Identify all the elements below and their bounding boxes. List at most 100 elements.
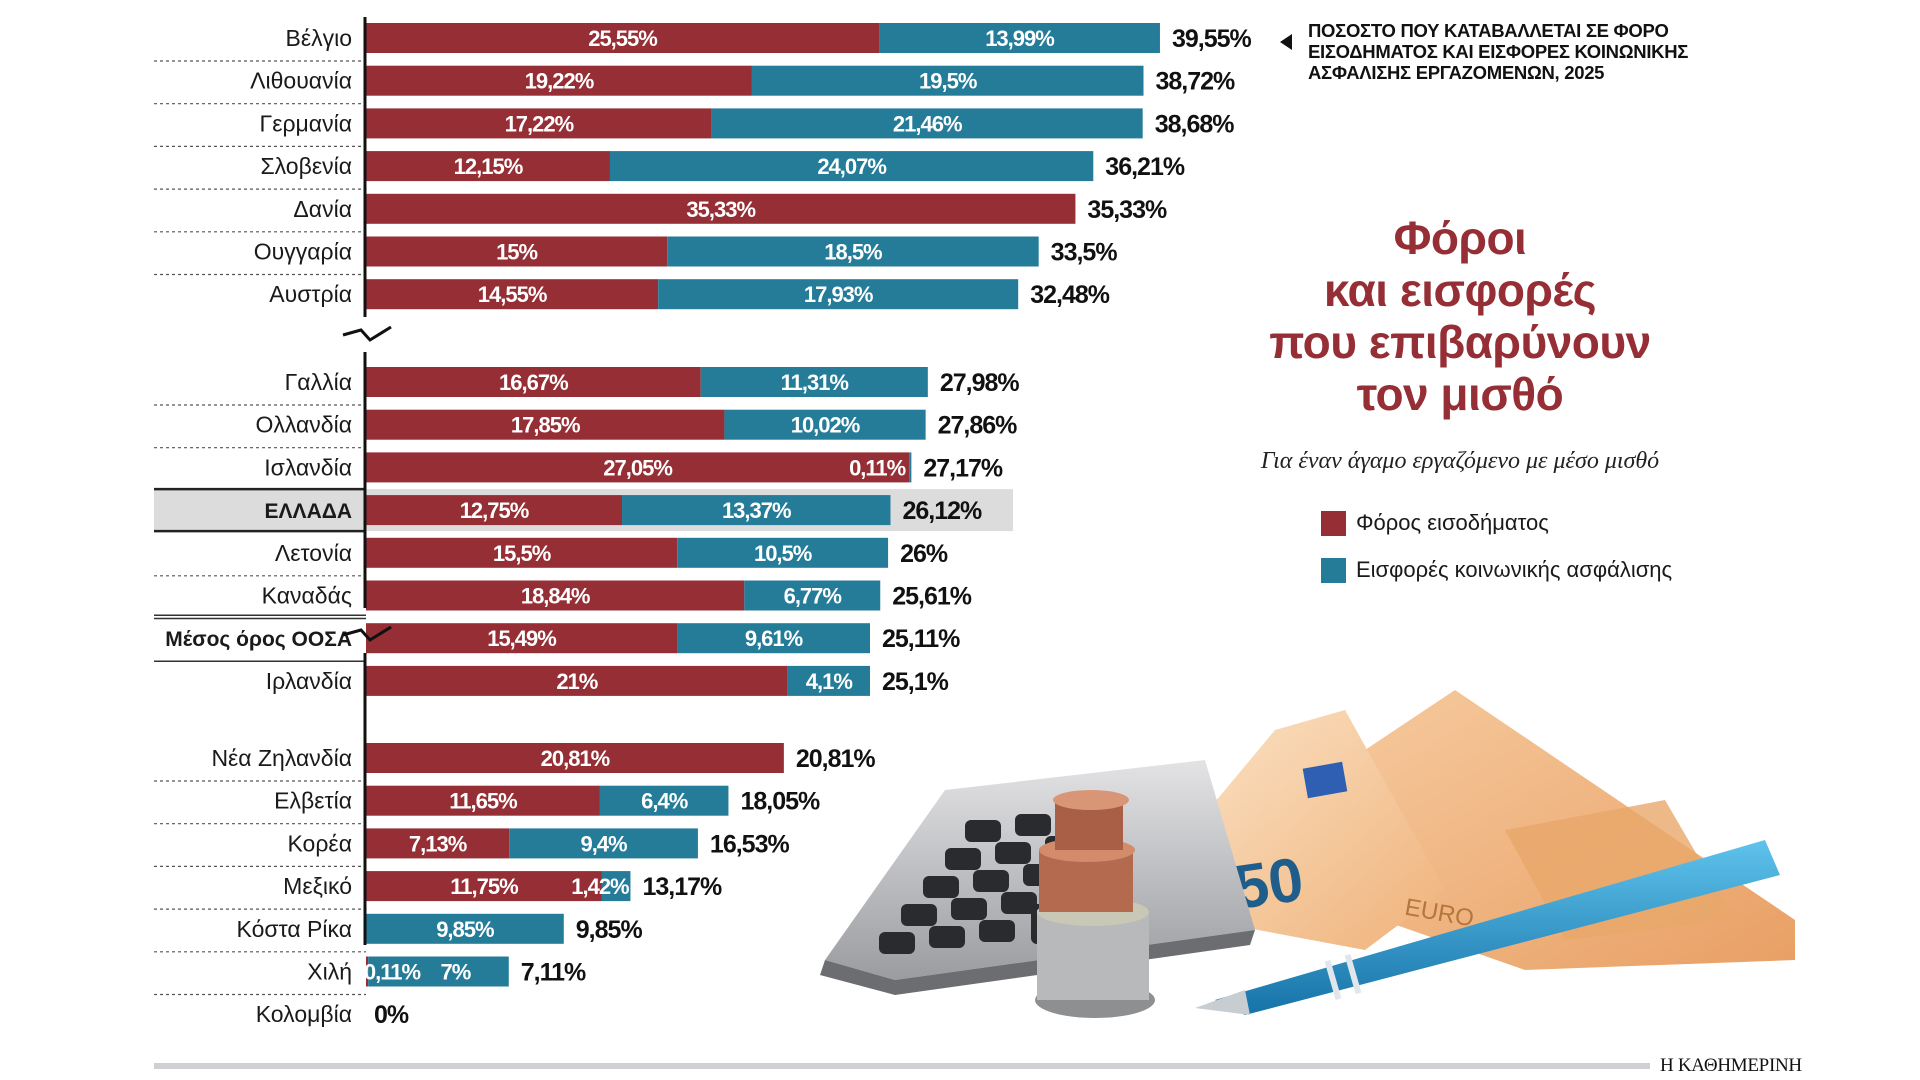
country-label: Κόστα Ρίκα	[237, 916, 352, 942]
country-label: Βέλγιο	[286, 25, 353, 51]
country-label: Ιρλανδία	[266, 668, 352, 694]
bar-row: Χιλή 0,11% 7% 7,11%	[154, 956, 587, 996]
bar-social-security	[368, 956, 509, 987]
bar-social-security	[658, 279, 1019, 310]
bar-label-income-tax: 35,33%	[686, 197, 755, 222]
bar-social-security	[366, 913, 564, 944]
bar-row: Σλοβενία 12,15% 24,07% 36,21%	[154, 151, 1186, 190]
bar-total-label: 0%	[374, 1001, 409, 1029]
bar-label-income-tax: 16,67%	[499, 370, 568, 395]
bar-row: Αυστρία 14,55% 17,93% 32,48%	[269, 279, 1111, 310]
bar-label-social-security: 1,42%	[571, 874, 629, 899]
axis-break-icon	[342, 325, 392, 342]
country-label: ΕΛΛΑΔΑ	[265, 500, 352, 523]
bar-total-label: 16,53%	[710, 830, 790, 858]
publisher-logo: Η ΚΑΘΗΜΕΡΙΝΗ	[1660, 1055, 1802, 1076]
bar-total-label: 38,68%	[1155, 110, 1235, 138]
bar-income-tax	[366, 743, 784, 773]
bar-label-income-tax: 11,65%	[449, 789, 517, 814]
bar-income-tax	[366, 23, 880, 53]
pen	[1195, 840, 1780, 1015]
bar-total-label: 25,61%	[892, 583, 972, 611]
bar-row: Γερμανία 17,22% 21,46% 38,68%	[154, 108, 1235, 147]
bar-label-income-tax: 15,5%	[493, 541, 551, 566]
bar-label-social-security: 19,5%	[919, 69, 977, 94]
bar-social-security	[677, 537, 889, 568]
bar-row: Δανία 35,33% 35,33%	[154, 193, 1168, 233]
bar-social-security	[667, 236, 1039, 267]
bar-income-tax	[366, 151, 610, 182]
country-label: Σλοβενία	[260, 153, 352, 179]
bar-label-income-tax: 18,84%	[521, 584, 590, 609]
bar-label-income-tax: 19,22%	[525, 69, 594, 94]
bar-label-income-tax: 14,55%	[478, 282, 547, 307]
bar-label-social-security: 10,02%	[791, 413, 860, 438]
bar-label-income-tax: 11,75%	[450, 874, 518, 899]
country-label: Χιλή	[307, 959, 352, 985]
bar-label-income-tax: 27,05%	[603, 455, 672, 480]
bar-total-label: 35,33%	[1087, 196, 1167, 224]
bar-label-income-tax: 0,11%	[364, 960, 421, 985]
bar-row: ΕΛΛΑΔΑ 12,75% 13,37% 26,12%	[154, 487, 1013, 533]
legend-item-social-security: Εισφορές κοινωνικής ασφάλισης	[1321, 557, 1672, 583]
bar-total-label: 25,11%	[882, 625, 960, 653]
bar-total-label: 39,55%	[1172, 25, 1252, 53]
bar-social-security	[599, 785, 729, 816]
bar-row: Λετονία 15,5% 10,5% 26%	[154, 537, 949, 577]
bar-row: Μεξικό 11,75% 1,42% 13,17%	[154, 871, 723, 910]
bar-row: Ουγγαρία 15% 18,5% 33,5%	[154, 236, 1118, 276]
bar-label-income-tax: 25,55%	[588, 26, 657, 51]
bar-label-social-security: 21,46%	[893, 111, 962, 136]
bar-total-label: 32,48%	[1030, 281, 1110, 309]
bar-row: Γαλλία 16,67% 11,31% 27,98%	[154, 367, 1020, 406]
bar-social-security	[609, 151, 1094, 182]
country-label: Ισλανδία	[264, 454, 352, 480]
bar-income-tax	[366, 193, 1076, 224]
bar-income-tax	[366, 65, 752, 96]
bar-income-tax	[366, 495, 623, 526]
bar-income-tax	[366, 871, 602, 902]
country-label: Δανία	[293, 196, 352, 222]
bar-row: Λιθουανία 19,22% 19,5% 38,72%	[154, 65, 1236, 105]
bar-row: Νέα Ζηλανδία 20,81% 20,81%	[154, 743, 876, 782]
bar-label-income-tax: 12,75%	[460, 498, 529, 523]
bar-label-income-tax: 7,13%	[409, 831, 467, 856]
bar-label-social-security: 9,61%	[745, 626, 803, 651]
bar-total-label: 18,05%	[740, 788, 820, 816]
country-label: Κορέα	[288, 830, 353, 856]
bar-label-social-security: 13,37%	[722, 498, 791, 523]
country-label: Κολομβία	[256, 1001, 352, 1027]
bar-social-security	[787, 665, 871, 696]
bar-label-income-tax: 15,49%	[487, 626, 556, 651]
axis-break-icon	[342, 625, 392, 642]
bar-row: Ισλανδία 27,05% 0,11% 27,17%	[264, 452, 1004, 483]
bar-total-label: 20,81%	[796, 745, 876, 773]
bar-social-security	[509, 828, 698, 859]
title-line: και εισφορές	[1323, 264, 1597, 316]
footer-rule	[154, 1063, 1650, 1069]
bar-income-tax	[366, 785, 600, 816]
bar-total-label: 26,12%	[902, 497, 982, 525]
bar-label-income-tax: 12,15%	[454, 154, 523, 179]
bar-income-tax	[366, 537, 678, 568]
chart-title: Φόροι και εισφορές που επιβαρύνουν τον μ…	[1230, 212, 1690, 420]
bar-label-income-tax: 21%	[556, 669, 597, 694]
country-label: Καναδάς	[262, 583, 352, 609]
bar-total-label: 27,86%	[938, 412, 1018, 440]
bar-social-security	[879, 23, 1160, 53]
left-arrow-icon	[1280, 34, 1292, 50]
bar-label-income-tax: 17,85%	[511, 413, 580, 438]
bar-income-tax	[366, 367, 701, 397]
bar-social-security	[677, 623, 871, 654]
bar-total-label: 27,98%	[940, 369, 1020, 397]
bar-total-label: 13,17%	[642, 873, 722, 901]
bar-income-tax	[366, 580, 745, 611]
chart-subtitle: Για έναν άγαμο εργαζόμενο με μέσο μισθό	[1260, 448, 1660, 474]
country-label: Ελβετία	[274, 788, 352, 814]
bar-total-label: 36,21%	[1105, 153, 1185, 181]
bar-social-security	[744, 580, 881, 611]
title-line: τον μισθό	[1356, 368, 1564, 420]
bar-label-social-security: 10,5%	[754, 541, 812, 566]
bar-social-security	[909, 452, 912, 483]
